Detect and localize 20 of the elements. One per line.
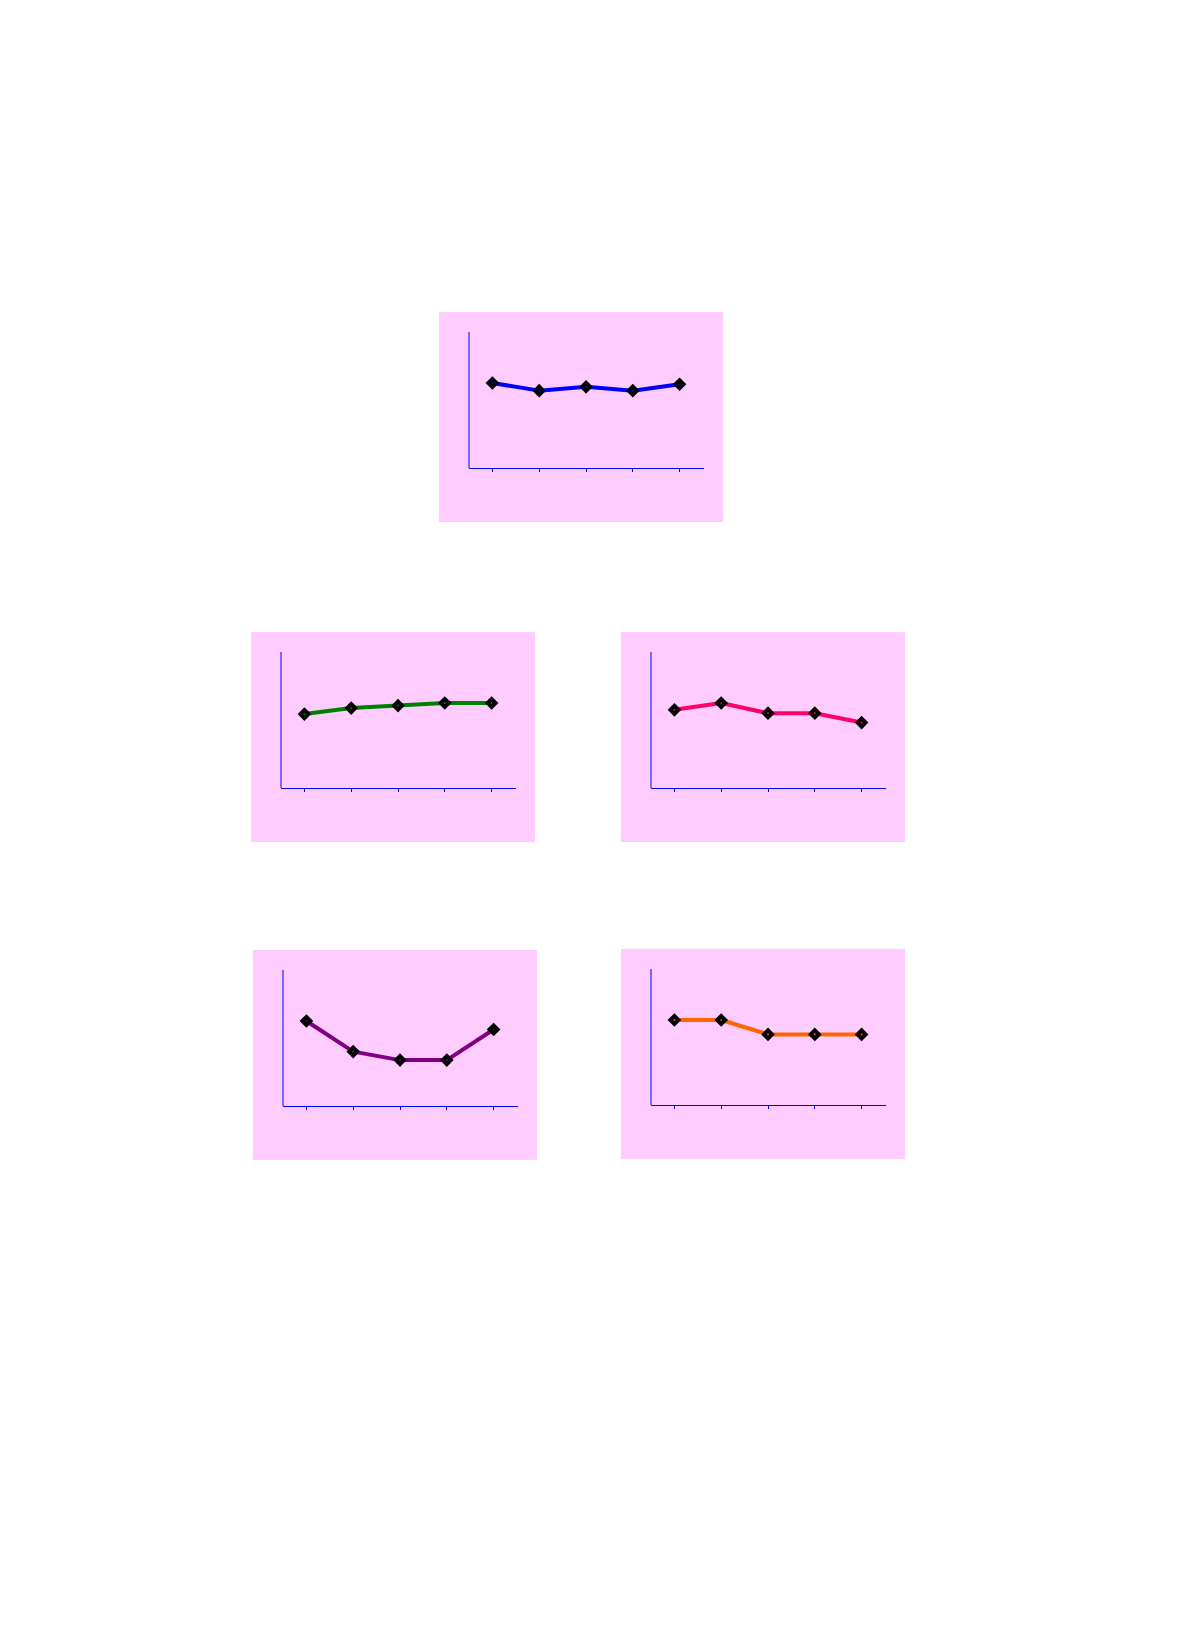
point — [533, 384, 546, 397]
point — [487, 1023, 500, 1036]
point — [438, 697, 451, 709]
point — [440, 1054, 453, 1067]
point — [715, 697, 728, 709]
point — [300, 1015, 313, 1027]
point — [626, 384, 639, 397]
point — [808, 707, 821, 720]
point — [762, 707, 774, 720]
point — [668, 703, 681, 716]
point — [347, 1045, 360, 1058]
point — [486, 377, 499, 389]
point — [345, 702, 358, 715]
point — [580, 380, 592, 393]
point — [392, 699, 404, 712]
point — [298, 708, 311, 721]
point — [855, 716, 868, 729]
point — [673, 378, 686, 391]
point — [394, 1054, 406, 1067]
point — [485, 697, 498, 709]
